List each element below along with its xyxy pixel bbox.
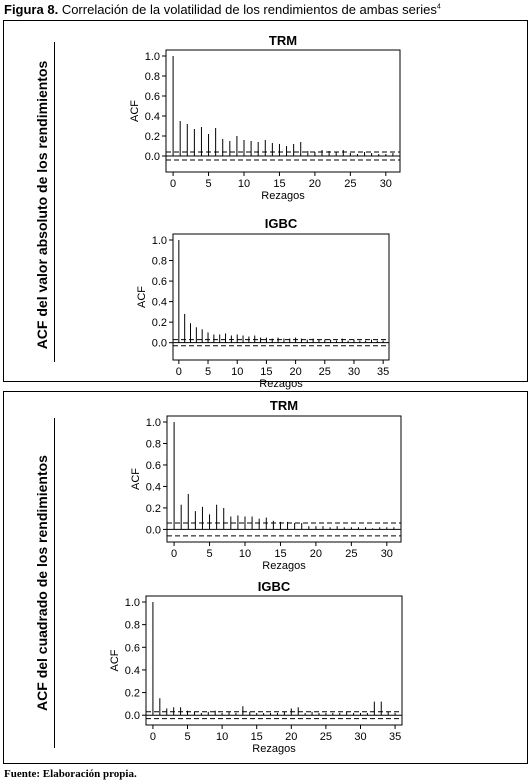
- x-tick-label: 20: [309, 178, 321, 190]
- x-tick-label: 20: [285, 731, 297, 743]
- x-axis-label: Rezagos: [259, 378, 303, 390]
- y-tick-label: 0.0: [152, 338, 167, 350]
- x-tick-label: 5: [184, 731, 190, 743]
- y-tick-label: 0.2: [125, 688, 140, 700]
- x-tick-label: 30: [348, 366, 360, 378]
- y-tick-label: 0.2: [146, 503, 161, 515]
- plot-frame: [145, 595, 403, 726]
- chart-title: IGBC: [265, 216, 298, 231]
- y-tick-label: 0.6: [125, 642, 140, 654]
- y-tick-label: 1.0: [146, 417, 161, 429]
- y-tick-label: 0.4: [152, 297, 167, 309]
- panel-absolute-returns: [3, 20, 528, 382]
- x-tick-label: 35: [377, 366, 389, 378]
- plot-frame: [166, 415, 402, 543]
- x-tick-label: 0: [170, 178, 176, 190]
- y-tick-label: 1.0: [152, 235, 167, 247]
- y-tick-label: 0.8: [152, 256, 167, 268]
- plot-frame: [172, 233, 390, 361]
- figure-caption: Figura 8. Correlación de la volatilidad …: [4, 2, 441, 17]
- y-tick-label: 1.0: [125, 597, 140, 609]
- y-tick-label: 0.0: [146, 524, 161, 536]
- x-tick-label: 5: [205, 366, 211, 378]
- x-tick-label: 0: [171, 548, 177, 560]
- y-tick-label: 0.6: [146, 460, 161, 472]
- x-axis-label: Rezagos: [252, 743, 296, 755]
- x-tick-label: 25: [319, 366, 331, 378]
- y-tick-label: 0.4: [146, 481, 161, 493]
- x-tick-label: 30: [354, 731, 366, 743]
- x-tick-label: 10: [216, 731, 228, 743]
- x-tick-label: 15: [251, 731, 263, 743]
- x-tick-label: 20: [289, 366, 301, 378]
- x-tick-label: 15: [274, 548, 286, 560]
- x-tick-label: 10: [231, 366, 243, 378]
- x-tick-label: 0: [150, 731, 156, 743]
- y-tick-label: 0.8: [146, 438, 161, 450]
- x-tick-label: 5: [206, 548, 212, 560]
- y-tick-label: 0.4: [145, 111, 160, 123]
- plot-frame: [165, 49, 401, 173]
- x-tick-label: 25: [320, 731, 332, 743]
- x-axis-label: Rezagos: [262, 560, 306, 572]
- y-axis-label: ACF: [136, 286, 148, 308]
- y-tick-label: 0.8: [145, 71, 160, 83]
- figure-title: Correlación de la volatilidad de los ren…: [61, 2, 437, 17]
- y-tick-label: 0.0: [145, 151, 160, 163]
- y-tick-label: 0.6: [152, 276, 167, 288]
- x-tick-label: 20: [310, 548, 322, 560]
- y-tick-label: 0.0: [125, 710, 140, 722]
- x-tick-label: 25: [345, 548, 357, 560]
- panel-divider-line: [54, 418, 55, 748]
- panel-squared-returns: [3, 391, 528, 764]
- x-tick-label: 15: [273, 178, 285, 190]
- y-tick-label: 1.0: [145, 51, 160, 63]
- x-tick-label: 10: [238, 178, 250, 190]
- chart-title: TRM: [270, 398, 298, 413]
- chart-title: TRM: [269, 33, 297, 48]
- x-tick-label: 30: [380, 178, 392, 190]
- y-axis-label: ACF: [129, 100, 141, 122]
- chart-title: IGBC: [258, 579, 291, 594]
- x-tick-label: 10: [239, 548, 251, 560]
- x-tick-label: 35: [389, 731, 401, 743]
- x-tick-label: 0: [176, 366, 182, 378]
- source-note: Fuente: Elaboración propia.: [4, 768, 137, 780]
- y-axis-label: ACF: [130, 468, 142, 490]
- x-tick-label: 5: [205, 178, 211, 190]
- figure-label: Figura 8.: [4, 2, 59, 17]
- y-tick-label: 0.6: [145, 91, 160, 103]
- panel-divider-line: [54, 42, 55, 362]
- x-tick-label: 25: [344, 178, 356, 190]
- y-axis-label: ACF: [109, 649, 121, 671]
- x-axis-label: Rezagos: [261, 190, 305, 202]
- x-tick-label: 15: [260, 366, 272, 378]
- figure-footnote: 4: [436, 3, 441, 11]
- y-tick-label: 0.8: [125, 620, 140, 632]
- x-tick-label: 30: [381, 548, 393, 560]
- y-tick-label: 0.2: [152, 317, 167, 329]
- y-tick-label: 0.4: [125, 665, 140, 677]
- y-tick-label: 0.2: [145, 131, 160, 143]
